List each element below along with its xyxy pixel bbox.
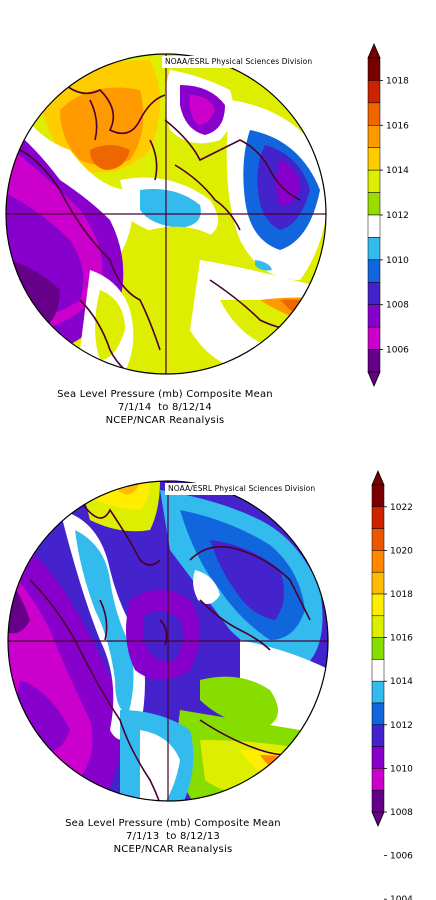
map-boundary [7, 480, 329, 802]
colorbar-segment [371, 571, 385, 595]
colorbar-tick-label: 1016 [390, 634, 413, 644]
colorbar-tick-label: 1006 [386, 346, 409, 356]
colorbar-segment [367, 102, 381, 126]
colorbar-tick-label: 1022 [390, 503, 413, 513]
pressure-field-2013 [8, 481, 328, 801]
caption-title: Sea Level Pressure (mb) Composite Mean [57, 389, 273, 400]
colorbar-segment [371, 593, 385, 617]
colorbar-segment [367, 57, 381, 81]
credit-label: NOAA/ESRL Physical Sciences Division [165, 57, 313, 66]
colorbar-segment [367, 147, 381, 171]
colorbar-tick-label: 1018 [390, 590, 413, 600]
colorbar-tick-label: 1008 [386, 301, 409, 311]
pressure-field-2014 [6, 54, 326, 374]
coastlines-2013 [29, 499, 311, 801]
colorbar-tick-label: 1018 [386, 76, 409, 86]
colorbar-tick-label: 1016 [386, 121, 409, 131]
colorbar-segment [367, 304, 381, 328]
colorbar-segment [371, 637, 385, 660]
colorbar-segment [367, 237, 381, 261]
colorbar-segment [367, 349, 381, 373]
colorbar-segment [367, 259, 381, 283]
colorbar-segment [367, 326, 381, 350]
map-caption: Sea Level Pressure (mb) Composite Mean 7… [0, 388, 330, 427]
map-panel-2013: 1022 1020 1018 1016 1014 1012 1010 1008 1006 1004… [0, 450, 436, 900]
colorbar-tick-label: 1004 [390, 895, 413, 900]
colorbar-tick-label: 1008 [390, 808, 413, 818]
colorbar-tick-label: 1014 [386, 166, 409, 176]
colorbar-2014: 1018 1016 1014 1012 1010 1008 1006 [367, 42, 409, 388]
caption-dates: 7/1/14 to 8/12/14 [118, 402, 212, 413]
colorbar-segment [371, 768, 385, 791]
colorbar-segment [367, 169, 381, 193]
colorbar-segment [371, 659, 385, 682]
colorbar-tick-label: 1010 [390, 764, 413, 774]
colorbar-segment [371, 506, 385, 529]
colorbar-tick-label: 1012 [390, 721, 413, 731]
polar-map-2013: 1022 1020 1018 1016 1014 1012 1010 1008 1006 1004 [7, 469, 413, 900]
colorbar-segment [371, 724, 385, 747]
map-panel-2014: 1018 1016 1014 1012 1010 1008 1006 NOAA/ESRL P… [0, 0, 436, 440]
colorbar-segment [371, 702, 385, 726]
colorbar-segment [367, 80, 381, 104]
colorbar-tick-label: 1006 [390, 852, 413, 862]
caption-source: NCEP/NCAR Reanalysis [113, 844, 233, 855]
colorbar-max-triangle [371, 469, 385, 486]
colorbar-segment [371, 615, 385, 638]
colorbar-segment [367, 192, 381, 216]
colorbar-segment [371, 789, 385, 813]
colorbar-tick-label: 1020 [390, 546, 413, 556]
colorbar-tick-label: 1012 [386, 211, 409, 221]
colorbar-2013: 1022 1020 1018 1016 1014 1012 1010 1008 1006 1004 [371, 469, 413, 900]
caption-dates: 7/1/13 to 8/12/13 [126, 831, 220, 842]
colorbar-segment [367, 125, 381, 148]
colorbar-segment [371, 680, 385, 704]
colorbar-segment [371, 484, 385, 508]
map-caption: Sea Level Pressure (mb) Composite Mean 7… [8, 817, 338, 856]
polar-map-2014: 1018 1016 1014 1012 1010 1008 1006 [5, 42, 409, 388]
colorbar-min-triangle [371, 811, 385, 828]
colorbar-segment [367, 282, 381, 305]
colorbar-segment [371, 528, 385, 551]
coastlines-2014 [19, 79, 301, 374]
caption-title: Sea Level Pressure (mb) Composite Mean [65, 818, 281, 829]
map-boundary [5, 53, 327, 375]
colorbar-segment [371, 746, 385, 769]
colorbar-segment [367, 214, 381, 238]
colorbar-tick-label: 1014 [390, 677, 413, 687]
credit-label: NOAA/ESRL Physical Sciences Division [168, 484, 316, 493]
colorbar-max-triangle [367, 42, 381, 59]
colorbar-min-triangle [367, 371, 381, 388]
colorbar-tick-label: 1010 [386, 256, 409, 266]
caption-source: NCEP/NCAR Reanalysis [105, 415, 225, 426]
colorbar-segment [371, 550, 385, 573]
